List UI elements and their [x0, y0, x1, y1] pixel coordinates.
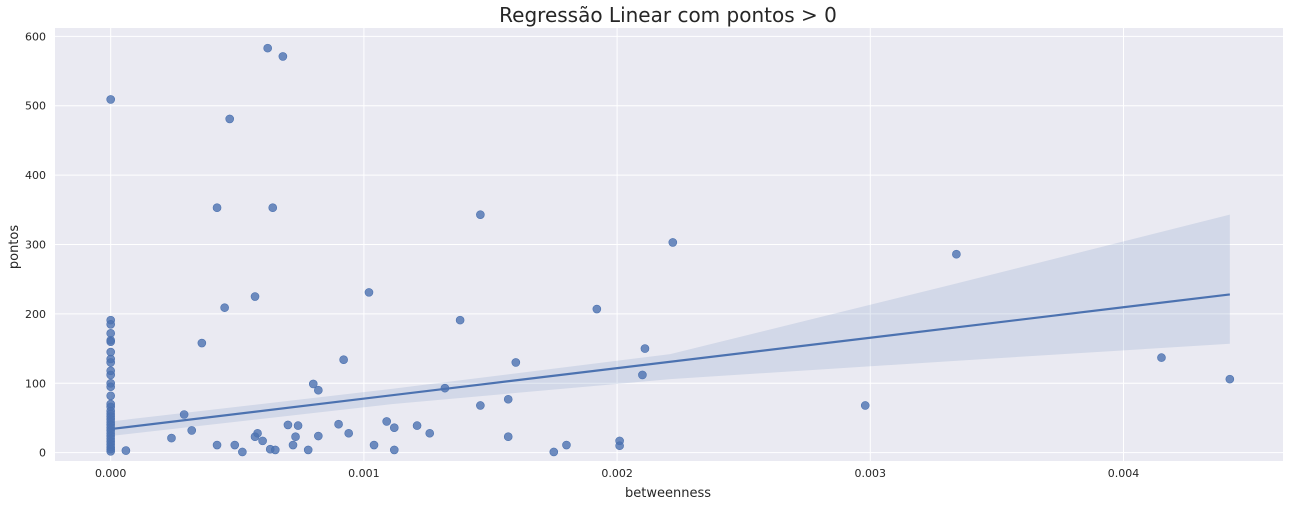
- scatter-point: [952, 249, 961, 259]
- scatter-point: [225, 114, 235, 124]
- scatter-point: [339, 355, 348, 364]
- scatter-point: [303, 445, 313, 455]
- scatter-point: [121, 446, 131, 455]
- scatter-point: [860, 401, 870, 410]
- scatter-points: [106, 43, 1235, 457]
- scatter-point: [187, 426, 197, 435]
- y-axis-label: pontos: [7, 225, 22, 269]
- scatter-point: [503, 432, 513, 442]
- scatter-point: [503, 394, 513, 404]
- scatter-point: [220, 303, 229, 312]
- scatter-point: [314, 385, 323, 395]
- scatter-point: [344, 428, 354, 438]
- gridlines: [55, 28, 1283, 461]
- scatter-point: [288, 440, 298, 450]
- scatter-point: [638, 370, 647, 380]
- y-tick-label: 500: [25, 100, 46, 113]
- scatter-point: [258, 436, 267, 446]
- scatter-point: [308, 379, 318, 389]
- y-tick-label: 0: [39, 447, 46, 460]
- x-tick-label: 0.002: [601, 467, 633, 480]
- scatter-point: [106, 95, 116, 104]
- scatter-point: [268, 203, 278, 213]
- scatter-point: [179, 410, 189, 419]
- scatter-point: [382, 417, 391, 426]
- confidence-band: [110, 214, 1230, 437]
- scatter-point: [389, 423, 399, 432]
- scatter-point: [440, 383, 450, 393]
- scatter-point: [270, 445, 280, 455]
- y-tick-label: 400: [25, 169, 46, 182]
- scatter-point: [476, 210, 485, 219]
- scatter-point: [364, 288, 374, 297]
- scatter-point: [389, 445, 399, 455]
- x-tick-label: 0.000: [95, 467, 127, 480]
- scatter-point: [238, 447, 247, 457]
- scatter-point: [369, 440, 379, 450]
- scatter-point: [278, 52, 288, 61]
- scatter-point: [212, 440, 222, 450]
- scatter-point: [476, 401, 485, 410]
- y-tick-label: 600: [25, 30, 46, 43]
- scatter-point: [106, 446, 116, 456]
- scatter-point: [425, 428, 435, 438]
- scatter-point: [455, 315, 465, 325]
- y-tick-labels: 0 100 200 300 400 500 600: [25, 30, 46, 459]
- scatter-point: [412, 421, 422, 430]
- scatter-point: [106, 337, 116, 346]
- confidence-band-layer: [110, 214, 1230, 437]
- regression-line: [110, 293, 1230, 431]
- scatter-point: [250, 292, 260, 301]
- scatter-point: [106, 382, 116, 392]
- scatter-point: [230, 440, 240, 450]
- x-tick-label: 0.003: [855, 467, 887, 480]
- y-tick-label: 200: [25, 308, 46, 321]
- scatter-point: [106, 370, 116, 380]
- x-axis-label: betweenness: [625, 486, 711, 501]
- scatter-point: [291, 432, 300, 442]
- scatter-point: [106, 319, 116, 329]
- scatter-point: [314, 431, 323, 441]
- x-tick-label: 0.001: [348, 467, 380, 480]
- scatter-point: [293, 421, 303, 430]
- scatter-point: [283, 420, 293, 430]
- y-tick-label: 100: [25, 377, 46, 390]
- scatter-point: [549, 447, 559, 457]
- regression-line-layer: [110, 293, 1230, 431]
- x-tick-labels: 0.000 0.001 0.002 0.003 0.004: [95, 467, 1139, 480]
- scatter-point: [1157, 353, 1166, 362]
- scatter-point: [562, 440, 571, 450]
- scatter-point: [592, 304, 602, 314]
- scatter-point: [1225, 374, 1235, 384]
- y-tick-label: 300: [25, 239, 46, 252]
- scatter-point: [263, 43, 272, 53]
- scatter-point: [212, 203, 222, 213]
- scatter-point: [334, 419, 343, 429]
- scatter-point: [167, 433, 176, 443]
- scatter-point: [615, 441, 624, 451]
- scatter-point: [197, 338, 207, 348]
- scatter-point: [106, 391, 116, 401]
- scatter-point: [511, 358, 521, 367]
- x-tick-label: 0.004: [1108, 467, 1140, 480]
- scatter-point: [253, 428, 262, 438]
- scatter-point: [106, 358, 116, 367]
- scatter-point: [640, 344, 650, 353]
- scatter-point: [668, 238, 678, 247]
- chart-title: Regressão Linear com pontos > 0: [499, 3, 837, 27]
